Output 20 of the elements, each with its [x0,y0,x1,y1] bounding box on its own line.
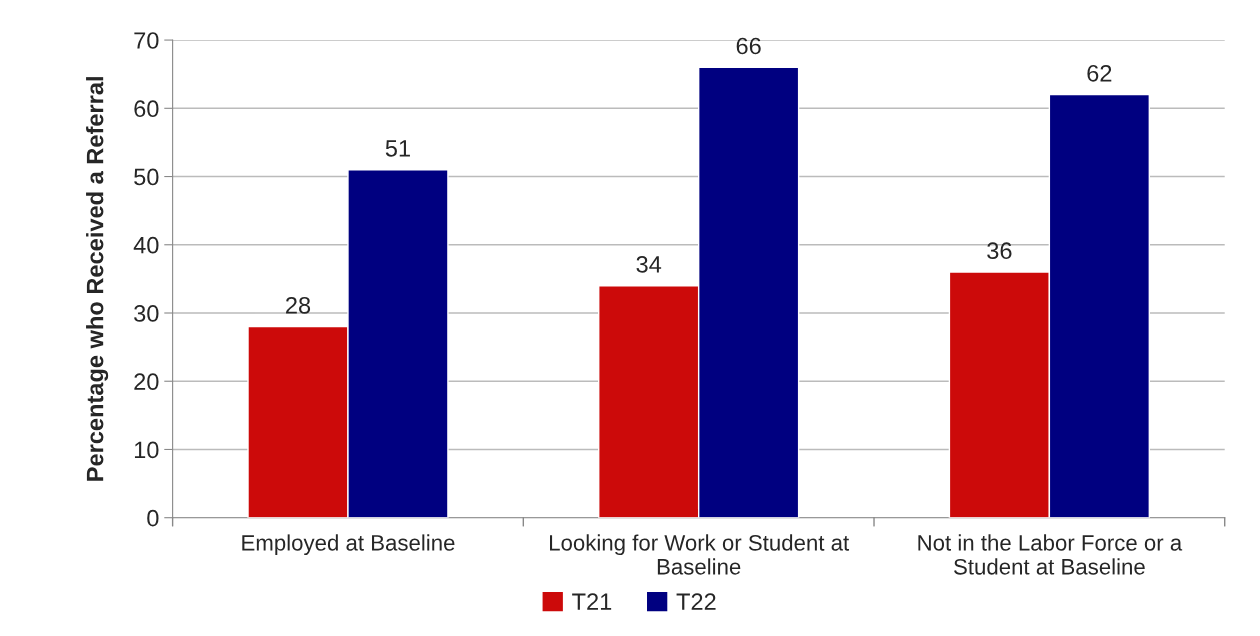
y-tick-label: 60 [134,100,159,118]
y-tick-label: 70 [134,32,159,49]
data-label: 28 [286,296,311,314]
y-tick-label: 30 [134,305,159,322]
legend-label: T22 [676,593,716,610]
data-label: 51 [385,140,410,157]
data-label: 66 [736,37,761,55]
y-axis-title: Percentage who Received a Referral [86,77,109,481]
data-label: 34 [636,255,662,273]
x-tick-label: Looking for Work or Student at Baseline [550,534,850,575]
y-tick-label: 20 [134,373,159,391]
y-tick-label: 10 [134,441,159,459]
legend-label: T21 [572,593,612,610]
data-label: 62 [1087,64,1112,82]
data-label: 36 [987,242,1012,260]
y-tick-label: 50 [134,168,159,186]
x-tick-label: Not in the Labor Force or a Student at Baseline [918,534,1183,575]
y-tick-label: 0 [147,509,159,527]
x-tick-label: Employed at Baseline [242,534,455,556]
y-tick-label: 40 [133,236,159,254]
